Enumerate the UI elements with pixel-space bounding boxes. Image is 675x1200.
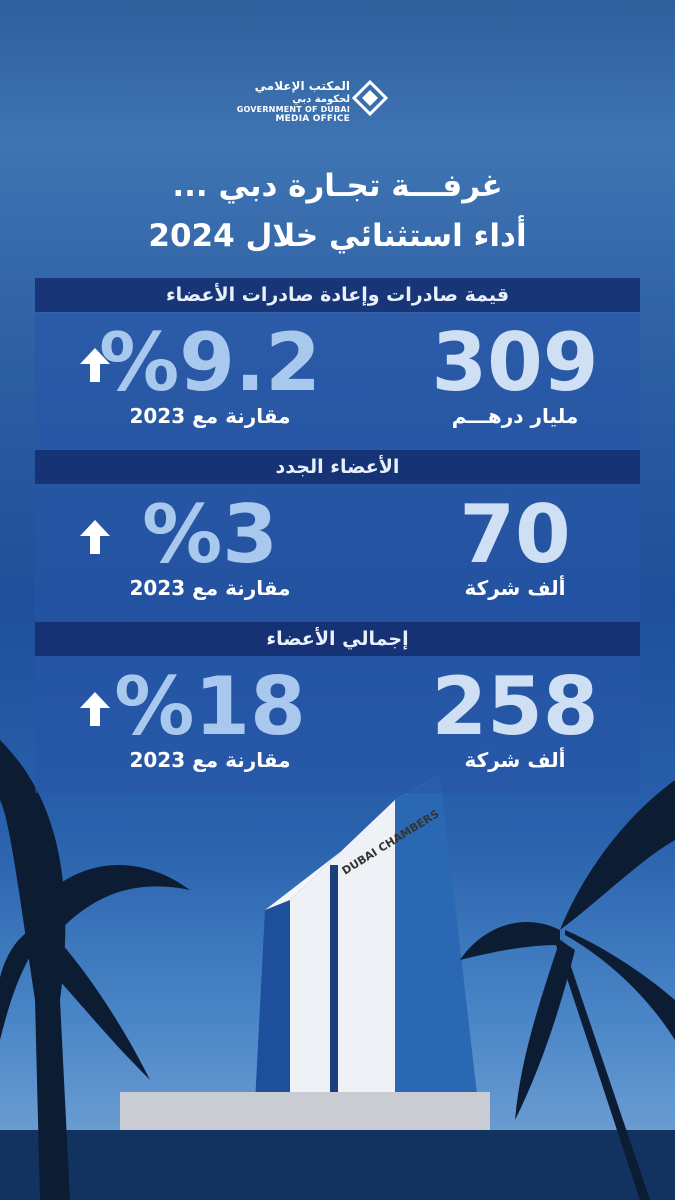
section-header-text: قيمة صادرات وإعادة صادرات الأعضاء xyxy=(165,284,510,306)
section-value: 70 xyxy=(459,488,571,581)
section-header: الأعضاء الجدد xyxy=(35,450,640,484)
section-row xyxy=(35,657,640,793)
section-header-text: إجمالي الأعضاء xyxy=(266,628,409,650)
logo-arabic-1: المكتب الإعلامي xyxy=(254,79,350,93)
up-arrow xyxy=(80,520,110,554)
logo-mark xyxy=(352,80,388,116)
section-row xyxy=(35,485,640,621)
up-arrow xyxy=(80,692,110,726)
section-unit: ألف شركة xyxy=(464,576,566,600)
tower-white xyxy=(290,800,395,1130)
section-value: 258 xyxy=(431,660,599,753)
section-comparison: مقارنة مع 2023 xyxy=(129,576,291,600)
section-change: %9.2 xyxy=(99,316,321,409)
up-arrow xyxy=(80,348,110,382)
logo-arabic-2: لحكومة دبي xyxy=(292,94,350,105)
palm-left xyxy=(0,740,190,1200)
section-row xyxy=(35,313,640,449)
section-header-text: الأعضاء الجدد xyxy=(275,456,400,478)
section-comparison: مقارنة مع 2023 xyxy=(129,404,291,428)
podium xyxy=(120,1092,490,1132)
palm-right xyxy=(460,780,675,1200)
title-line-2: أداء استثنائي خلال 2024 xyxy=(148,218,527,254)
section-change: %3 xyxy=(142,488,278,581)
section-change: %18 xyxy=(114,660,306,753)
tower-side xyxy=(395,775,480,1120)
logo-english-1: GOVERNMENT OF DUBAI xyxy=(236,105,350,114)
section-header: إجمالي الأعضاء xyxy=(35,622,640,656)
title-line-1: غرفـــة تجـارة دبي ... xyxy=(172,168,503,204)
section-unit: ألف شركة xyxy=(464,748,566,772)
base xyxy=(0,1130,675,1200)
section-header: قيمة صادرات وإعادة صادرات الأعضاء xyxy=(35,278,640,312)
section-value: 309 xyxy=(431,316,599,409)
section-unit: مليار درهـــم xyxy=(451,404,579,428)
building-scene: DUBAI CHAMBERS xyxy=(0,740,675,1200)
section-comparison: مقارنة مع 2023 xyxy=(129,748,291,772)
logo-english-2: MEDIA OFFICE xyxy=(275,114,350,124)
tower-slot xyxy=(330,865,338,1125)
